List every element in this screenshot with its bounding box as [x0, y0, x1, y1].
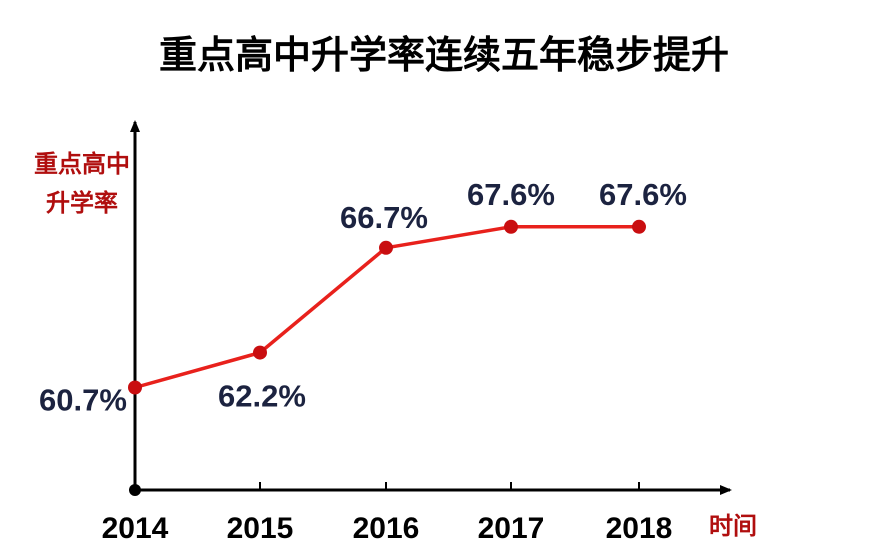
data-point-2017 [504, 219, 518, 234]
x-tick-label-2016: 2016 [353, 512, 420, 545]
x-tick-label-2014: 2014 [102, 512, 169, 545]
x-tick-label-2015: 2015 [227, 512, 294, 545]
data-point-2015 [253, 345, 267, 360]
data-label-2018: 67.6% [599, 177, 687, 212]
x-tick-label-2018: 2018 [606, 512, 673, 545]
data-label-2016: 66.7% [340, 200, 428, 235]
data-points [128, 219, 646, 395]
chart-title: 重点高中升学率连续五年稳步提升 [159, 33, 729, 77]
data-point-2016 [379, 240, 393, 255]
y-axis-label-line-2: 升学率 [46, 189, 118, 217]
data-point-2014 [128, 380, 142, 395]
data-point-2018 [632, 219, 646, 234]
data-label-2017: 67.6% [467, 177, 555, 212]
y-axis-label-line-1: 重点高中 [34, 150, 130, 178]
x-axis-label: 时间 [709, 512, 757, 540]
x-tick-labels: 2014 2015 2016 2017 2018 [102, 512, 673, 545]
x-tick-label-2017: 2017 [478, 512, 545, 545]
x-tick-marks [134, 482, 640, 490]
data-label-2015: 62.2% [218, 379, 306, 414]
data-labels: 60.7% 62.2% 66.7% 67.6% 67.6% [39, 177, 687, 418]
data-label-2014: 60.7% [39, 383, 127, 418]
